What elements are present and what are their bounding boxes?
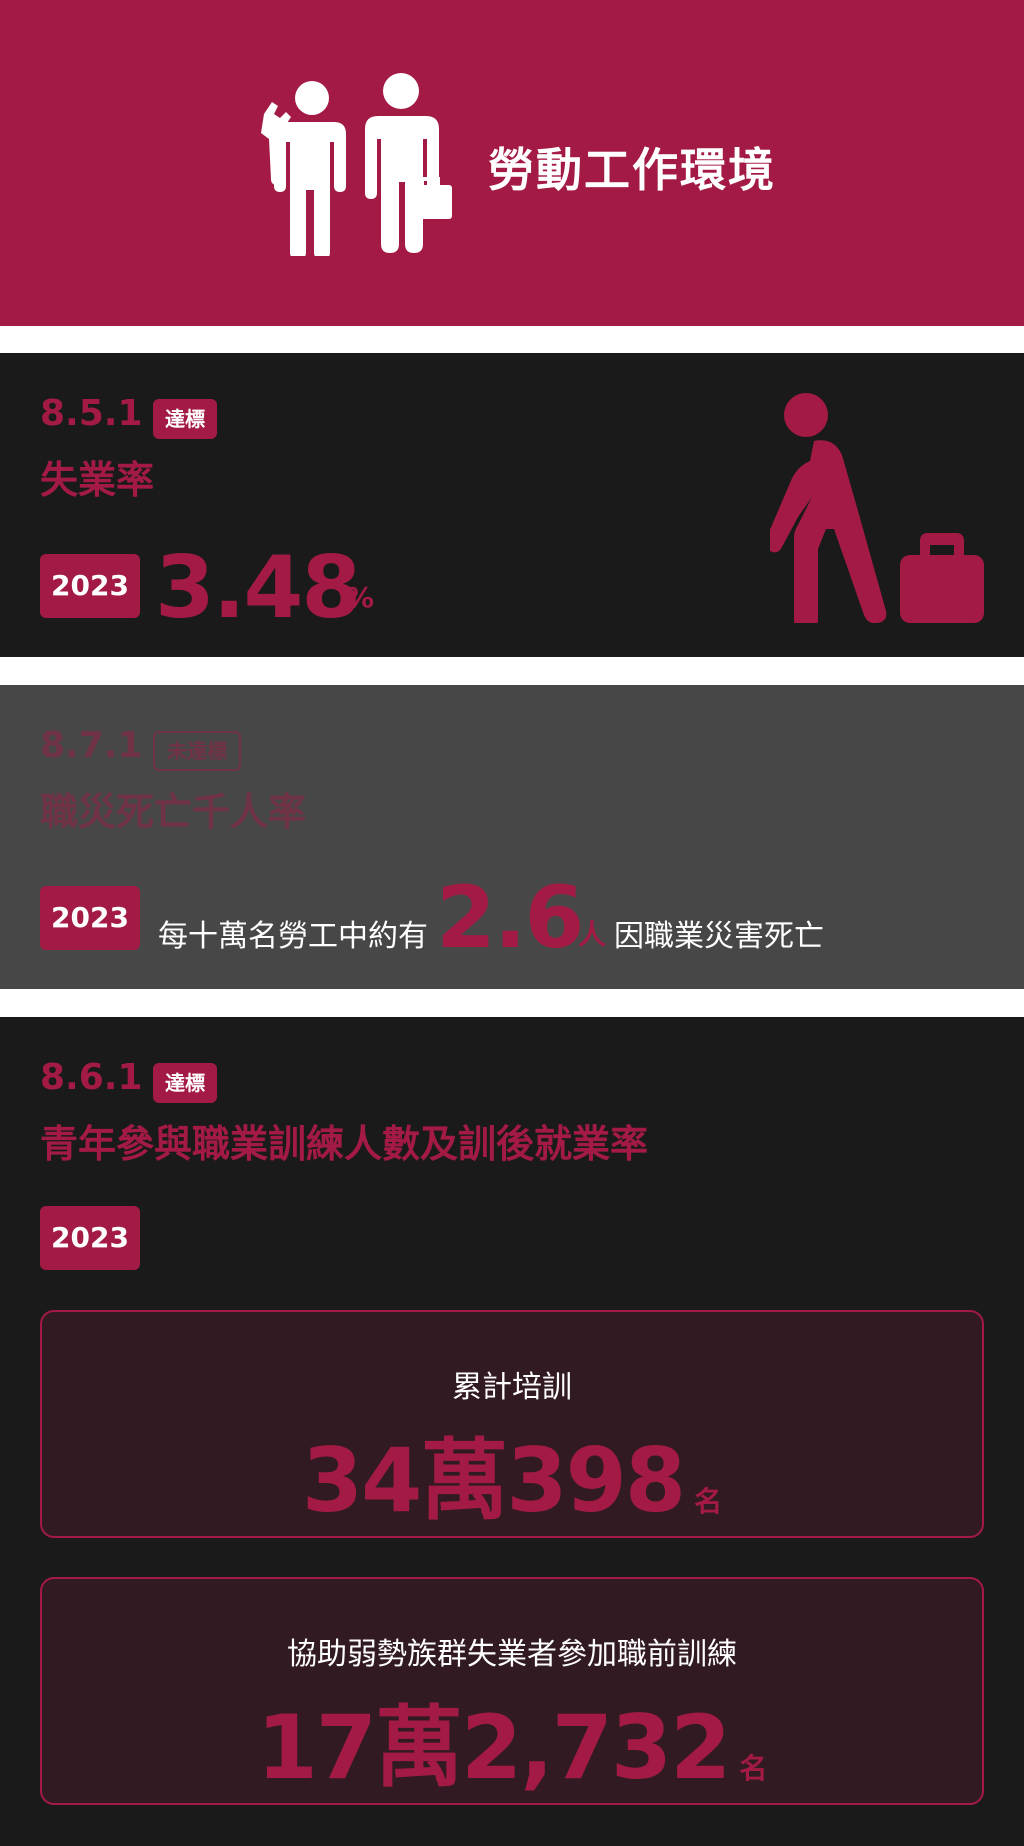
stat-card-unit: 名 xyxy=(739,1752,768,1785)
indicator-value: 3.48 xyxy=(155,538,361,638)
stat-card-value: 34萬398 xyxy=(301,1429,686,1532)
year-badge: 2023 xyxy=(40,554,140,618)
indicator-value: 2.6 xyxy=(436,868,584,968)
year-badge: 2023 xyxy=(40,886,140,950)
page-title: 勞動工作環境 xyxy=(488,143,776,197)
stat-card-label: 累計培訓 xyxy=(452,1370,572,1405)
indicator-code: 8.7.1 xyxy=(40,725,143,766)
indicator-code: 8.5.1 xyxy=(40,393,143,434)
indicator-occupational-death-rate: 8.7.1 未達標 職災死亡千人率 2023 每十萬名勞工中約有 2.6 人 因… xyxy=(0,685,1024,989)
stat-card: 累計培訓 34萬398 名 xyxy=(40,1310,984,1538)
indicator-code: 8.6.1 xyxy=(40,1057,143,1098)
workers-icon xyxy=(250,70,460,260)
indicator-youth-training: 8.6.1 達標 青年參與職業訓練人數及訓後就業率 2023 累計培訓 34萬3… xyxy=(0,1017,1024,1846)
status-badge: 達標 xyxy=(153,1063,217,1103)
indicator-unemployment: 8.5.1 達標 失業率 2023 3.48 % xyxy=(0,353,1024,657)
description-prefix: 每十萬名勞工中約有 xyxy=(158,919,428,954)
stat-card-label: 協助弱勢族群失業者參加職前訓練 xyxy=(287,1637,737,1672)
year-badge: 2023 xyxy=(40,1206,140,1270)
indicator-title: 青年參與職業訓練人數及訓後就業率 xyxy=(40,1122,649,1166)
stat-card-unit: 名 xyxy=(694,1485,723,1518)
indicator-unit: % xyxy=(346,581,375,614)
stat-card-value: 17萬2,732 xyxy=(256,1696,732,1799)
status-badge: 未達標 xyxy=(153,731,241,771)
stat-card: 協助弱勢族群失業者參加職前訓練 17萬2,732 名 xyxy=(40,1577,984,1805)
indicator-title: 職災死亡千人率 xyxy=(40,790,307,834)
description-suffix: 因職業災害死亡 xyxy=(614,919,824,954)
indicator-unit: 人 xyxy=(578,918,607,951)
walking-person-briefcase-icon xyxy=(764,393,990,631)
header-banner: 勞動工作環境 xyxy=(0,0,1024,326)
status-badge: 達標 xyxy=(153,399,217,439)
indicator-title: 失業率 xyxy=(40,458,155,502)
